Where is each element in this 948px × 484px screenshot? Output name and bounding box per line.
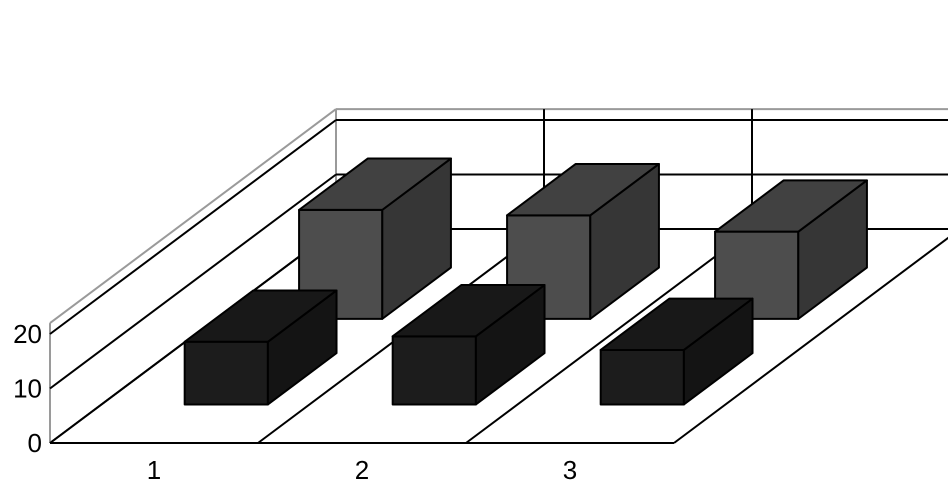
bar-front-face [391, 335, 477, 406]
bar-top-face [391, 283, 546, 338]
bar-front-face [599, 348, 685, 406]
y-gridline-side [49, 119, 337, 335]
bar [391, 283, 546, 406]
bar-top-face [506, 162, 660, 217]
x-tick-label: 1 [147, 455, 161, 484]
bar [506, 162, 660, 320]
x-tick-label: 2 [355, 455, 369, 484]
bar-top-face [714, 179, 868, 233]
y-tick-label: 0 [28, 428, 42, 458]
bar-top-face [599, 297, 754, 351]
bar [599, 297, 754, 406]
x-tick-label: 3 [563, 455, 577, 484]
y-gridline-side [49, 173, 337, 390]
floor-gridline [465, 228, 753, 444]
chart-labels: 0 10 20 1 2 3 [13, 319, 577, 484]
bar-front-face [183, 340, 269, 406]
bar [714, 179, 868, 320]
y-tick-label: 10 [13, 374, 42, 404]
chart-bars [183, 157, 868, 406]
bar-top-face [298, 157, 452, 211]
y-tick-label: 20 [13, 319, 42, 349]
bar-top-face [183, 289, 338, 343]
left-wall-top-edge [49, 108, 337, 324]
floor-gridline [673, 236, 948, 444]
bar [183, 289, 338, 406]
